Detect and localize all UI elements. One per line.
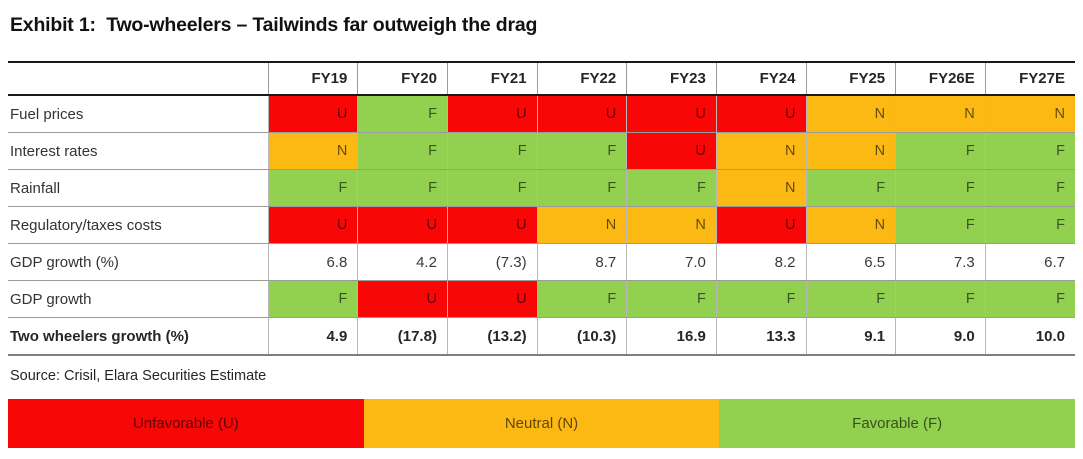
value-cell: 9.1 — [805, 317, 896, 356]
status-cell: F — [984, 280, 1075, 318]
column-header: FY27E — [984, 61, 1075, 96]
status-cell: U — [446, 280, 538, 318]
value-cell: 4.9 — [267, 317, 358, 356]
status-cell: N — [715, 169, 806, 207]
status-cell: F — [267, 169, 358, 207]
color-legend: Unfavorable (U) Neutral (N) Favorable (F) — [8, 399, 1076, 448]
status-cell: U — [715, 206, 806, 244]
status-cell: F — [267, 280, 358, 318]
table-row: Regulatory/taxes costs U U U N N U N F F — [8, 206, 1075, 244]
value-cell: (7.3) — [446, 243, 538, 281]
status-cell: U — [446, 95, 538, 133]
status-cell: N — [626, 206, 717, 244]
status-cell: U — [626, 132, 717, 170]
status-cell: U — [267, 95, 358, 133]
table-row: GDP growth F U U F F F F F F — [8, 280, 1075, 318]
value-cell: (13.2) — [446, 317, 538, 356]
status-cell: N — [805, 206, 896, 244]
status-cell: U — [536, 95, 627, 133]
table-body: Fuel prices U F U U U U N N N Interest rates N F F F U N… — [8, 95, 1075, 356]
status-cell: F — [446, 132, 538, 170]
status-cell: F — [984, 169, 1075, 207]
status-cell: F — [715, 280, 806, 318]
value-cell: 16.9 — [626, 317, 717, 356]
status-cell: F — [357, 95, 448, 133]
value-cell: 8.2 — [715, 243, 806, 281]
table-row: Two wheelers growth (%) 4.9 (17.8) (13.2) (1… — [8, 317, 1075, 356]
row-label: GDP growth (%) — [8, 243, 269, 281]
status-cell: F — [626, 169, 717, 207]
status-cell: U — [357, 280, 448, 318]
status-cell: F — [357, 132, 448, 170]
row-label: Interest rates — [8, 132, 269, 170]
status-cell: U — [267, 206, 358, 244]
status-cell: F — [984, 132, 1075, 170]
status-cell: F — [895, 280, 986, 318]
row-label: Fuel prices — [8, 95, 269, 133]
status-cell: U — [715, 95, 806, 133]
value-cell: 10.0 — [984, 317, 1075, 356]
status-cell: N — [536, 206, 627, 244]
row-label: Two wheelers growth (%) — [8, 317, 269, 356]
table-row: Rainfall F F F F F N F F F — [8, 169, 1075, 207]
exhibit-title: Exhibit 1: Two-wheelers – Tailwinds far … — [10, 14, 538, 36]
value-cell: 6.5 — [805, 243, 896, 281]
column-header: FY24 — [715, 61, 806, 96]
value-cell: 8.7 — [536, 243, 627, 281]
row-label: GDP growth — [8, 280, 269, 318]
status-cell: F — [895, 206, 986, 244]
status-cell: F — [536, 132, 627, 170]
value-cell: 6.8 — [267, 243, 358, 281]
status-cell: N — [984, 95, 1075, 133]
value-cell: 13.3 — [715, 317, 806, 356]
status-cell: N — [805, 95, 896, 133]
status-cell: F — [536, 280, 627, 318]
status-cell: F — [626, 280, 717, 318]
column-header: FY21 — [446, 61, 538, 96]
column-header: FY22 — [536, 61, 627, 96]
value-cell: 9.0 — [895, 317, 986, 356]
value-cell: 6.7 — [984, 243, 1075, 281]
status-cell: F — [895, 169, 986, 207]
status-cell: F — [357, 169, 448, 207]
status-cell: F — [984, 206, 1075, 244]
header-row: FY19 FY20 FY21 FY22 FY23 FY24 FY25 FY26E FY27E — [8, 61, 1075, 96]
row-label: Rainfall — [8, 169, 269, 207]
status-cell: U — [357, 206, 448, 244]
status-cell: F — [805, 169, 896, 207]
value-cell: (17.8) — [357, 317, 448, 356]
column-header: FY23 — [626, 61, 717, 96]
status-cell: F — [446, 169, 538, 207]
exhibit-table: FY19 FY20 FY21 FY22 FY23 FY24 FY25 FY26E FY27E F… — [8, 61, 1075, 356]
table-row: GDP growth (%) 6.8 4.2 (7.3) 8.7 7.0 8.2 6.5 7.3… — [8, 243, 1075, 281]
status-cell: N — [267, 132, 358, 170]
status-cell: N — [805, 132, 896, 170]
status-cell: U — [446, 206, 538, 244]
column-header: FY20 — [357, 61, 448, 96]
source-note: Source: Crisil, Elara Securities Estimat… — [10, 368, 267, 384]
table-row: Fuel prices U F U U U U N N N — [8, 95, 1075, 133]
status-cell: F — [895, 132, 986, 170]
column-header: FY25 — [805, 61, 896, 96]
value-cell: 4.2 — [357, 243, 448, 281]
legend-item: Favorable (F) — [719, 399, 1076, 448]
status-cell: N — [895, 95, 986, 133]
column-header: FY19 — [267, 61, 358, 96]
row-label: Regulatory/taxes costs — [8, 206, 269, 244]
value-cell: 7.0 — [626, 243, 717, 281]
status-cell: F — [536, 169, 627, 207]
value-cell: 7.3 — [895, 243, 986, 281]
legend-item: Neutral (N) — [363, 399, 720, 448]
value-cell: (10.3) — [536, 317, 627, 356]
status-cell: F — [805, 280, 896, 318]
legend-item: Unfavorable (U) — [8, 399, 364, 448]
table-row: Interest rates N F F F U N N F F — [8, 132, 1075, 170]
column-header: FY26E — [895, 61, 986, 96]
status-cell: U — [626, 95, 717, 133]
header-empty-cell — [8, 61, 269, 96]
status-cell: N — [715, 132, 806, 170]
